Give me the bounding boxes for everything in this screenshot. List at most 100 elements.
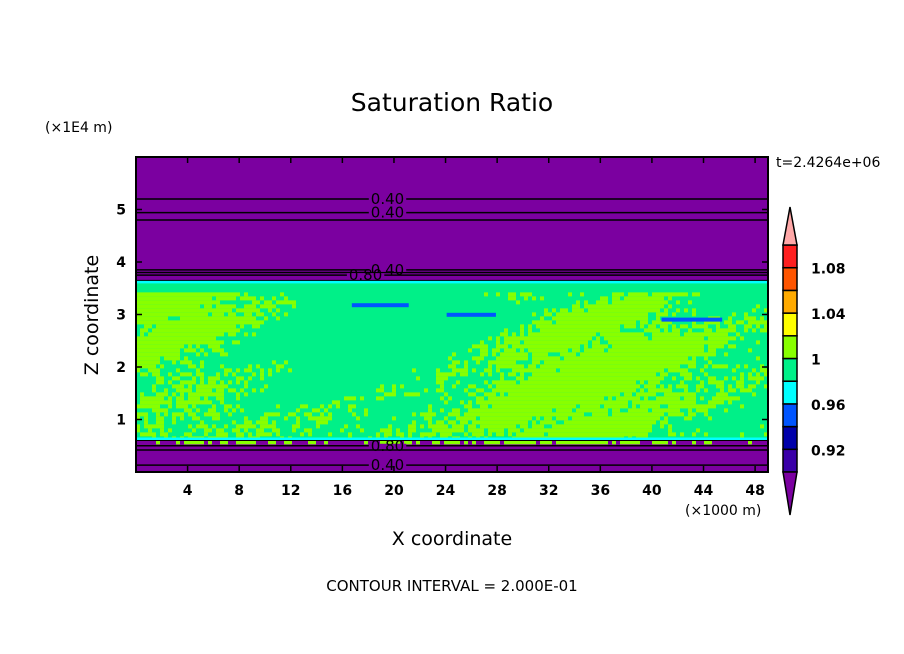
field-cell xyxy=(488,408,492,413)
field-cell xyxy=(160,376,164,381)
field-cell xyxy=(620,420,624,425)
field-cell xyxy=(536,340,540,345)
field-cell xyxy=(160,416,164,421)
field-cell xyxy=(660,348,664,353)
field-cell xyxy=(620,312,624,317)
field-cell xyxy=(544,364,548,369)
field-cell xyxy=(636,420,640,425)
field-cell xyxy=(324,440,328,445)
field-cell xyxy=(552,404,556,409)
field-cell xyxy=(596,348,600,353)
field-cell xyxy=(572,392,576,397)
field-cell xyxy=(684,392,688,397)
field-cell xyxy=(584,364,588,369)
field-cell xyxy=(156,316,160,321)
field-cell xyxy=(656,292,660,297)
field-cell xyxy=(248,424,252,429)
field-cell xyxy=(640,412,644,417)
field-cell xyxy=(668,292,672,297)
field-cell xyxy=(652,332,656,337)
field-cell xyxy=(164,320,168,325)
field-cell xyxy=(644,404,648,409)
field-cell xyxy=(556,336,560,341)
field-cell xyxy=(500,352,504,357)
field-cell xyxy=(644,316,648,321)
field-cell xyxy=(560,432,564,437)
field-cell xyxy=(224,328,228,333)
field-cell xyxy=(488,360,492,365)
field-cell xyxy=(620,292,624,297)
field-cell xyxy=(632,292,636,297)
field-cell xyxy=(600,352,604,357)
field-cell xyxy=(616,360,620,365)
field-cell xyxy=(624,308,628,313)
field-cell xyxy=(140,332,144,337)
field-cell xyxy=(592,312,596,317)
field-cell xyxy=(428,412,432,417)
field-cell xyxy=(708,404,712,409)
field-cell xyxy=(616,408,620,413)
field-cell xyxy=(496,336,500,341)
field-cell xyxy=(672,328,676,333)
field-cell xyxy=(676,336,680,341)
field-cell xyxy=(496,292,500,297)
field-cell xyxy=(700,396,704,401)
field-cell xyxy=(524,420,528,425)
field-cell xyxy=(160,336,164,341)
field-cell xyxy=(484,380,488,385)
field-cell xyxy=(580,308,584,313)
field-cell xyxy=(576,416,580,421)
field-cell xyxy=(456,440,460,445)
field-cell xyxy=(704,440,708,445)
field-cell xyxy=(536,400,540,405)
field-cell xyxy=(656,340,660,345)
field-cell xyxy=(264,412,268,417)
field-cell xyxy=(412,412,416,417)
field-cell xyxy=(592,396,596,401)
field-cell xyxy=(544,428,548,433)
field-cell xyxy=(408,424,412,429)
field-cell xyxy=(152,384,156,389)
field-cell xyxy=(496,412,500,417)
field-cell xyxy=(616,412,620,417)
field-cell xyxy=(172,352,176,357)
field-cell xyxy=(620,376,624,381)
field-cell xyxy=(232,332,236,337)
field-cell xyxy=(488,396,492,401)
field-cell xyxy=(264,384,268,389)
field-cell xyxy=(156,412,160,417)
field-cell xyxy=(172,296,176,301)
field-cell xyxy=(220,312,224,317)
field-cell xyxy=(508,396,512,401)
field-cell xyxy=(700,352,704,357)
field-cell xyxy=(320,416,324,421)
field-cell xyxy=(620,416,624,421)
field-cell xyxy=(728,384,732,389)
field-cell xyxy=(152,304,156,309)
field-cell xyxy=(640,332,644,337)
field-cell xyxy=(360,428,364,433)
field-cell xyxy=(136,360,140,365)
field-cell xyxy=(152,336,156,341)
field-cell xyxy=(600,380,604,385)
field-cell xyxy=(364,412,368,417)
field-cell xyxy=(684,348,688,353)
field-cell xyxy=(552,428,556,433)
field-cell xyxy=(212,384,216,389)
field-cell xyxy=(396,440,400,445)
field-cell xyxy=(556,344,560,349)
field-cell xyxy=(652,368,656,373)
field-cell xyxy=(548,432,552,437)
field-cell xyxy=(628,388,632,393)
colorbar-tick-label: 1 xyxy=(811,353,821,369)
field-cell xyxy=(352,404,356,409)
field-cell xyxy=(504,420,508,425)
field-cell xyxy=(604,312,608,317)
field-cell xyxy=(220,396,224,401)
field-cell xyxy=(592,428,596,433)
field-cell xyxy=(548,380,552,385)
field-cell xyxy=(620,316,624,321)
field-cell xyxy=(256,432,260,437)
field-cell xyxy=(564,336,568,341)
field-cell xyxy=(632,364,636,369)
